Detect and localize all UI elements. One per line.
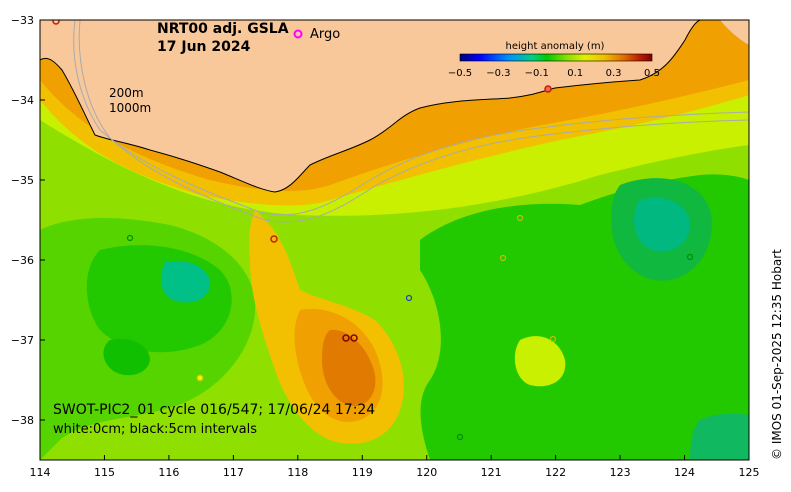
swot-info-line: SWOT-PIC2_01 cycle 016/547; 17/06/24 17:… — [53, 402, 375, 418]
contour-1000m — [78, 20, 749, 223]
x-tick-label: 120 — [416, 466, 437, 479]
map-title: NRT00 adj. GSLA — [157, 21, 289, 37]
eddy-east-core — [633, 197, 690, 252]
depth-label-1000m: 1000m — [109, 101, 151, 115]
argo-float — [52, 20, 60, 25]
argo-float — [499, 254, 507, 262]
plot-frame — [39, 19, 750, 461]
argo-legend-marker — [293, 29, 303, 39]
argo-float — [196, 374, 204, 382]
sla-field — [40, 20, 749, 460]
x-tick-label: 119 — [352, 466, 373, 479]
y-tick-label: −34 — [11, 94, 34, 107]
x-tick-label: 118 — [287, 466, 308, 479]
warm-core — [322, 329, 376, 406]
colorbar-tick-label: 0.3 — [606, 68, 622, 79]
y-tick-label: −35 — [11, 174, 34, 187]
colorbar-tick-label: −0.1 — [525, 68, 549, 79]
argo-float — [126, 234, 134, 242]
colorbar-title: height anomaly (m) — [506, 41, 605, 52]
argo-float — [686, 253, 694, 261]
field-patch-yellowgreen — [514, 336, 566, 387]
eddy-west-small — [103, 338, 150, 376]
x-tick-label: 116 — [158, 466, 179, 479]
colorbar — [459, 53, 653, 62]
coastline — [40, 20, 701, 193]
x-tick-label: 121 — [481, 466, 502, 479]
y-tick-label: −37 — [11, 334, 34, 347]
x-tick-label: 124 — [674, 466, 695, 479]
argo-float — [544, 85, 552, 93]
x-tick-label: 115 — [94, 466, 115, 479]
y-tick-label: −36 — [11, 254, 34, 267]
y-tick-label: −33 — [11, 14, 34, 27]
colorbar-tick-label: 0.5 — [644, 68, 660, 79]
land-mass — [40, 20, 700, 192]
argo-float — [350, 334, 358, 342]
x-tick-label: 114 — [30, 466, 51, 479]
argo-float — [549, 335, 557, 343]
argo-float — [270, 235, 278, 243]
x-tick-label: 123 — [610, 466, 631, 479]
contour-200m — [73, 20, 749, 216]
field-patch-teal — [690, 413, 749, 460]
argo-float — [405, 294, 413, 302]
argo-legend-label: Argo — [310, 27, 340, 42]
argo-float — [342, 334, 350, 342]
colorbar-ticks: −0.5 −0.3 −0.1 0.1 0.3 0.5 — [448, 68, 660, 79]
x-tick-label: 117 — [223, 466, 244, 479]
copyright-label: © IMOS 01-Sep-2025 12:35 Hobart — [770, 249, 784, 460]
x-tick-label: 122 — [545, 466, 566, 479]
eddy-west-core — [160, 260, 211, 303]
colorbar-tick-label: −0.5 — [448, 68, 472, 79]
colorbar-tick-label: 0.1 — [567, 68, 583, 79]
depth-label-200m: 200m — [109, 86, 144, 100]
contour-info-line: white:0cm; black:5cm intervals — [53, 422, 257, 437]
colorbar-tick-label: −0.3 — [486, 68, 510, 79]
argo-float — [516, 214, 524, 222]
argo-float — [456, 433, 464, 441]
land-mass-east — [720, 20, 749, 45]
y-tick-label: −38 — [11, 414, 34, 427]
x-tick-label: 125 — [739, 466, 760, 479]
axis-ticks: 114 115 116 117 118 119 120 121 122 123 124 125 −33 −… — [11, 14, 760, 479]
map-date: 17 Jun 2024 — [157, 39, 251, 55]
